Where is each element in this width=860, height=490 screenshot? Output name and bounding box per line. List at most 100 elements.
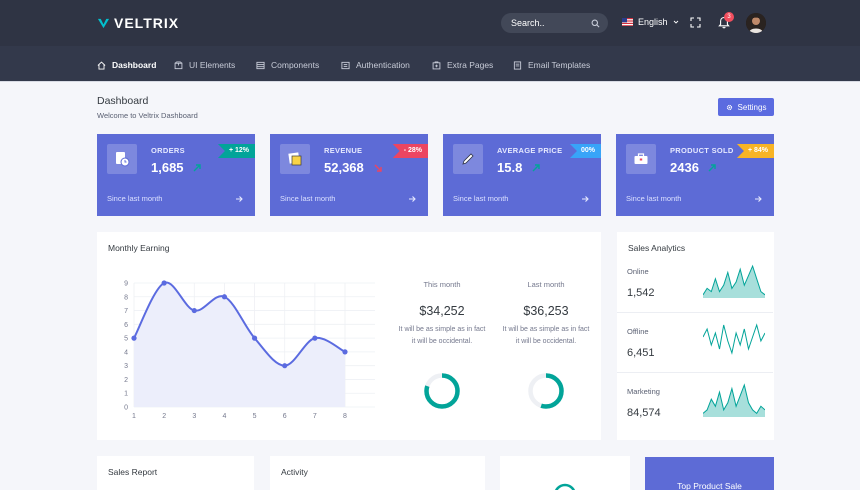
online-sparkline — [703, 264, 765, 298]
search-input[interactable] — [511, 18, 591, 28]
nav-components[interactable]: Components — [256, 60, 319, 70]
nav-dashboard[interactable]: Dashboard — [97, 60, 156, 70]
y-tick-label: 9 — [124, 281, 128, 288]
data-point — [312, 335, 318, 341]
nav-email-templates[interactable]: Email Templates — [513, 60, 590, 70]
data-point — [131, 335, 137, 341]
y-tick-label: 4 — [124, 349, 128, 356]
stat-icon-box — [453, 144, 483, 174]
chart-area — [134, 282, 345, 407]
stat-value: 15.8 — [497, 160, 523, 175]
summary-description: It will be as simple as in fact it will … — [398, 326, 486, 345]
card-title: Top Product Sale — [677, 481, 742, 490]
summary-amount: $34,252 — [419, 304, 465, 318]
nav-label: UI Elements — [189, 60, 236, 70]
stat-card-revenue: REVENUE 52,368 - 28% Since last month — [270, 134, 428, 216]
nav-authentication[interactable]: Authentication — [341, 60, 410, 70]
activity-card: Activity — [270, 456, 485, 490]
y-tick-label: 5 — [124, 336, 128, 343]
stat-icon-box — [280, 144, 310, 174]
summary-description: It will be as simple as in fact it will … — [502, 326, 590, 345]
pencil-icon — [462, 153, 474, 165]
data-point — [282, 363, 288, 369]
settings-button[interactable]: Settings — [718, 98, 774, 116]
x-tick-label: 6 — [283, 413, 287, 420]
language-selector[interactable]: English — [622, 17, 679, 27]
x-tick-label: 2 — [162, 413, 166, 420]
user-avatar[interactable] — [746, 13, 766, 33]
stats-ring-card — [500, 456, 630, 490]
arrow-right-icon[interactable] — [581, 195, 589, 203]
stat-card-product-sold: PRODUCT SOLD 2436 + 84% Since last month — [616, 134, 774, 216]
stat-badge: + 84% — [736, 144, 774, 158]
nav-label: Email Templates — [528, 60, 591, 70]
top-bar: VELTRIX English 3 — [0, 0, 860, 46]
stat-footer: Since last month — [107, 194, 163, 203]
x-tick-label: 4 — [222, 413, 226, 420]
progress-ring — [554, 483, 576, 490]
summary-caption: Last month — [527, 280, 565, 289]
top-product-card: Top Product Sale — [645, 457, 774, 490]
x-tick-label: 8 — [343, 413, 347, 420]
arrow-right-icon[interactable] — [408, 195, 416, 203]
fullscreen-icon[interactable] — [690, 17, 701, 28]
gear-icon — [726, 104, 732, 110]
settings-label: Settings — [737, 102, 767, 112]
y-tick-label: 6 — [124, 322, 128, 329]
sales-analytics-card: Sales Analytics Online 1,542 Offline 6,4… — [617, 232, 774, 440]
data-point — [161, 280, 167, 286]
stat-value: 2436 — [670, 160, 699, 175]
user-photo-icon — [746, 13, 766, 33]
box-icon — [174, 60, 183, 69]
card-title: Monthly Earning — [108, 243, 170, 253]
analytics-value: 1,542 — [627, 287, 655, 299]
sparkline-area — [703, 385, 765, 417]
stat-label: AVERAGE PRICE — [497, 146, 563, 155]
x-tick-label: 1 — [132, 413, 136, 420]
analytics-label: Online — [627, 267, 649, 276]
analytics-label: Marketing — [627, 387, 660, 396]
brand-logo[interactable]: VELTRIX — [97, 15, 179, 31]
stat-badge: 00% — [569, 144, 601, 158]
y-tick-label: 2 — [124, 377, 128, 384]
stat-icon-box — [626, 144, 656, 174]
arrow-right-icon[interactable] — [754, 195, 762, 203]
nav-ui-elements[interactable]: UI Elements — [174, 60, 235, 70]
stat-label: ORDERS — [151, 146, 185, 155]
main-nav: Dashboard UI Elements Components Authent… — [0, 46, 860, 82]
search-icon[interactable] — [591, 19, 600, 28]
ring-progress — [424, 373, 460, 409]
analytics-row-offline: Offline 6,451 — [617, 312, 773, 372]
trend-down-icon — [374, 164, 382, 172]
trend-up-icon — [708, 164, 716, 172]
sparkline-line — [703, 383, 765, 415]
marketing-sparkline — [703, 383, 765, 417]
data-point — [251, 335, 258, 341]
stat-footer: Since last month — [453, 194, 509, 203]
stat-footer: Since last month — [626, 194, 682, 203]
stat-badge: - 28% — [392, 144, 428, 158]
sparkline-line — [703, 323, 765, 355]
layers-icon — [256, 61, 265, 69]
stat-label: REVENUE — [324, 146, 363, 155]
logo-mark-icon — [97, 18, 110, 28]
search-box[interactable] — [501, 13, 608, 33]
card-title: Sales Analytics — [628, 243, 686, 253]
clipboard-icon — [116, 152, 130, 167]
x-tick-label: 3 — [192, 413, 196, 420]
arrow-right-icon[interactable] — [235, 195, 243, 203]
analytics-value: 84,574 — [627, 407, 661, 419]
y-tick-label: 3 — [124, 363, 128, 370]
stat-value: 1,685 — [151, 160, 184, 175]
ring-progress — [528, 373, 564, 409]
page-title: Dashboard — [97, 95, 149, 107]
file-icon — [432, 60, 441, 69]
nav-label: Components — [271, 60, 320, 70]
nav-extra-pages[interactable]: Extra Pages — [432, 60, 493, 70]
mail-icon — [513, 60, 522, 70]
nav-label: Dashboard — [112, 60, 157, 70]
trend-up-icon — [532, 164, 540, 172]
stat-value: 52,368 — [324, 160, 364, 175]
